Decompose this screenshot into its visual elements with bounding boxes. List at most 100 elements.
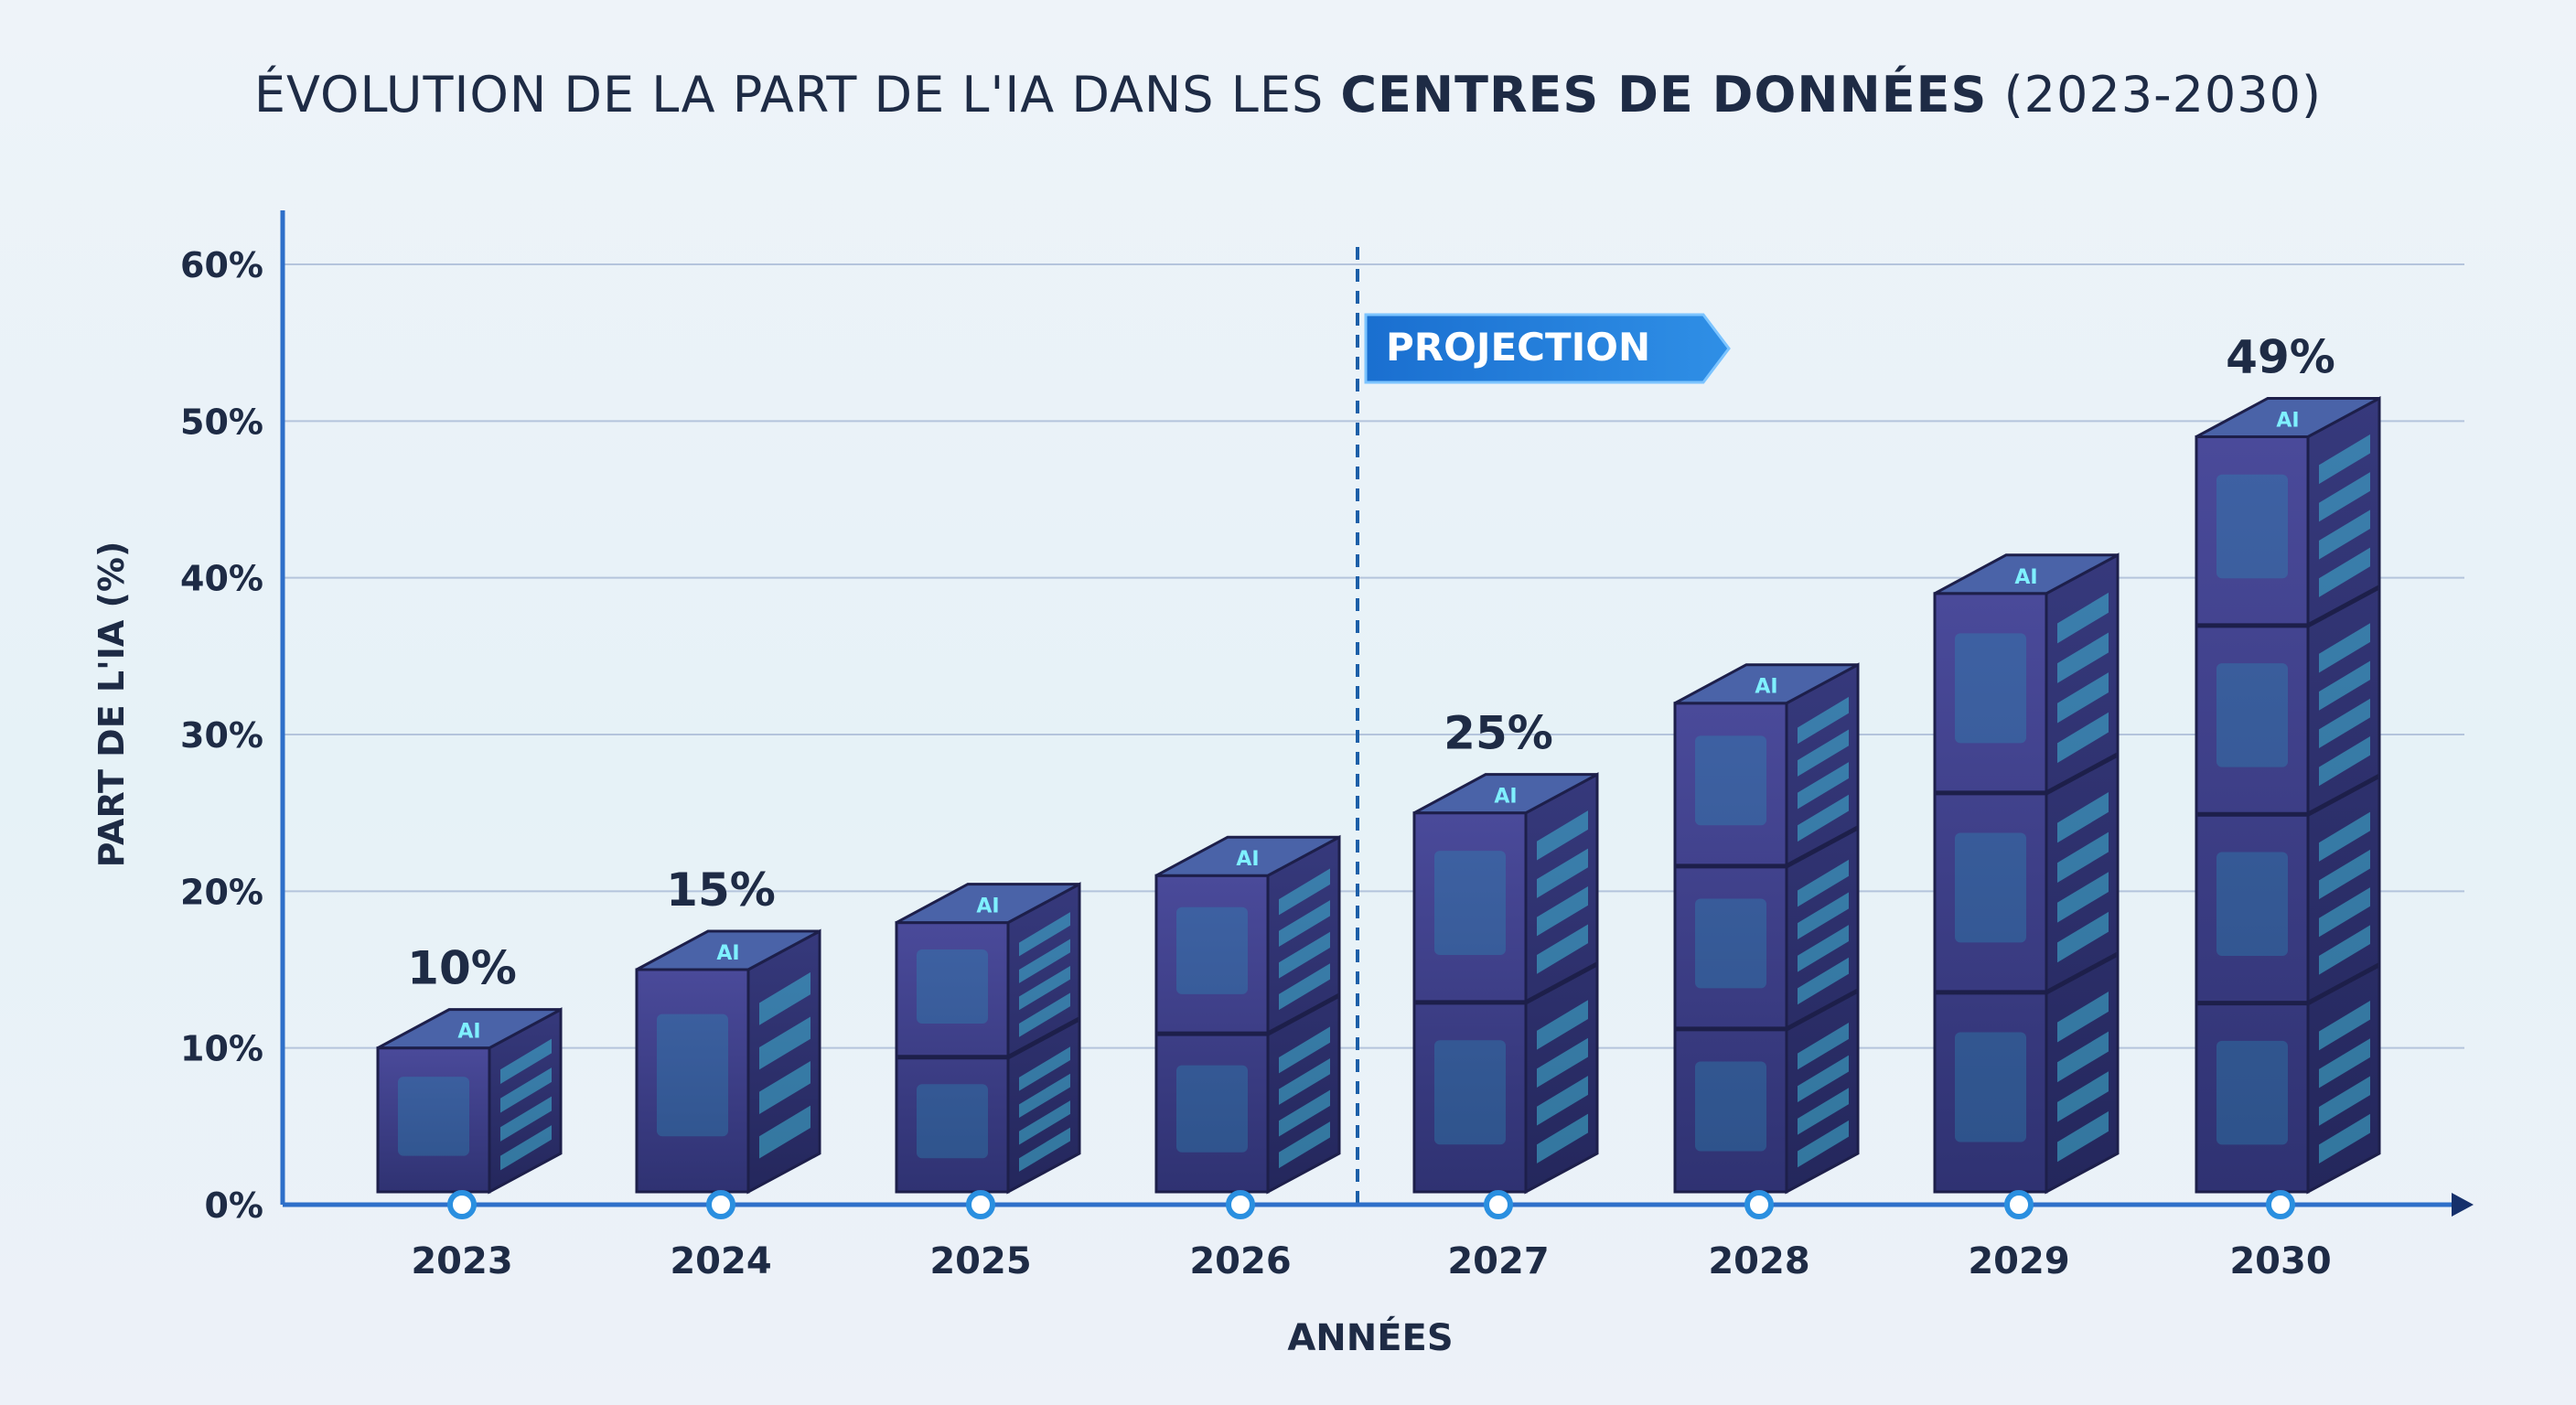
ai-chip-icon: AI — [976, 896, 999, 918]
data-label: 49% — [2226, 330, 2335, 383]
cube-separator — [2045, 951, 2120, 995]
bar-2029: AI — [1933, 552, 2120, 1195]
server-slot — [759, 1061, 810, 1114]
ai-chip-icon: AI — [457, 1021, 480, 1044]
bar-top-face — [1934, 553, 2119, 595]
bar-2026: AI — [1154, 834, 1341, 1195]
server-slot — [2057, 872, 2109, 923]
server-slot — [2319, 660, 2370, 711]
server-slot — [2057, 592, 2109, 644]
server-slot — [1279, 1058, 1330, 1105]
server-slot — [2057, 911, 2109, 963]
bar-front-face — [376, 1046, 491, 1194]
server-slot — [1798, 1088, 1849, 1135]
server-slot — [1019, 1127, 1070, 1172]
server-slot — [2057, 712, 2109, 764]
server-slot — [1537, 810, 1588, 861]
server-slot — [2319, 736, 2370, 787]
data-label: 10% — [407, 942, 517, 995]
server-slot — [1279, 963, 1330, 1011]
server-slot — [759, 1016, 810, 1070]
server-slot — [1019, 938, 1070, 983]
gpu-panel — [1695, 898, 1766, 989]
server-slot — [1798, 859, 1849, 907]
server-slot — [1798, 925, 1849, 972]
server-slot — [2319, 623, 2370, 673]
gpu-panel — [1955, 1032, 2026, 1142]
title-part-2: CENTRES DE DONNÉES — [1340, 66, 1988, 123]
server-slot — [500, 1038, 552, 1084]
x-tick-marker — [706, 1190, 735, 1219]
server-slot — [2319, 849, 2370, 900]
ai-chip-icon: AI — [716, 942, 739, 965]
x-tick-label: 2025 — [929, 1240, 1031, 1282]
server-slot — [1537, 1076, 1588, 1126]
title-part-3: (2023-2030) — [2003, 66, 2323, 123]
server-slot — [500, 1125, 552, 1171]
y-tick-label: 60% — [180, 245, 263, 285]
bar-top-face — [896, 883, 1080, 925]
server-slot — [1537, 1037, 1588, 1089]
server-slot — [2319, 1038, 2370, 1089]
cube-separator — [2045, 752, 2120, 796]
x-tick-marker — [966, 1190, 995, 1219]
server-slot — [2057, 672, 2109, 724]
gpu-panel — [1434, 851, 1506, 956]
x-tick-label: 2028 — [1708, 1240, 1809, 1282]
server-slot — [759, 1105, 810, 1159]
y-tick-label: 10% — [180, 1029, 263, 1069]
server-slot — [2057, 831, 2109, 883]
server-slot — [2057, 1110, 2109, 1163]
server-slot — [1537, 924, 1588, 974]
bar-2030: AI 49% — [2195, 330, 2381, 1195]
ai-chip-icon: AI — [1236, 848, 1259, 871]
bar-front-face — [1933, 592, 2048, 1194]
server-slot — [759, 971, 810, 1025]
gpu-panel — [2216, 474, 2288, 579]
server-slot — [2319, 1113, 2370, 1164]
server-slot — [2057, 791, 2109, 843]
bar-2028: AI — [1673, 662, 1860, 1195]
server-slot — [1279, 900, 1330, 948]
server-slot — [500, 1096, 552, 1142]
x-axis-label: ANNÉES — [1287, 1315, 1453, 1359]
server-slot — [2319, 887, 2370, 938]
cube-separator — [2306, 774, 2381, 817]
ai-chip-icon: AI — [1494, 786, 1517, 809]
data-label: 25% — [1444, 707, 1553, 760]
server-slot — [2319, 434, 2370, 485]
bar-top-face — [1413, 773, 1598, 815]
server-slot — [1537, 1113, 1588, 1164]
server-slot — [2319, 547, 2370, 597]
server-slot — [500, 1067, 552, 1113]
server-slot — [1019, 992, 1070, 1037]
server-slot — [2319, 509, 2370, 560]
server-slot — [2057, 992, 2109, 1043]
server-slot — [1279, 1026, 1330, 1074]
server-slot — [2319, 698, 2370, 748]
x-tick-label: 2029 — [1968, 1240, 2069, 1282]
ai-chip-icon: AI — [2014, 566, 2037, 589]
y-tick-label: 40% — [180, 559, 263, 599]
bar-2027: AI 25% — [1412, 707, 1599, 1195]
server-slot — [1279, 1121, 1330, 1169]
cube-separator — [1006, 1016, 1081, 1060]
server-slot — [1019, 912, 1070, 957]
projection-badge: PROJECTION — [1364, 313, 1731, 384]
server-slot — [2057, 632, 2109, 683]
server-slot — [1279, 931, 1330, 979]
server-slot — [1798, 729, 1849, 777]
bar-top-face — [1155, 835, 1340, 877]
server-slot — [1019, 1073, 1070, 1119]
x-tick-marker — [2004, 1190, 2034, 1219]
server-slot — [2319, 472, 2370, 522]
server-slot — [2057, 1071, 2109, 1122]
projection-label: PROJECTION — [1386, 325, 1650, 370]
cube-separator — [1785, 825, 1860, 869]
bar-side-face — [746, 928, 821, 1195]
cube-separator — [1524, 961, 1599, 1005]
data-label: 15% — [666, 863, 776, 917]
server-slot — [1798, 1120, 1849, 1168]
x-tick-label: 2027 — [1447, 1240, 1549, 1282]
